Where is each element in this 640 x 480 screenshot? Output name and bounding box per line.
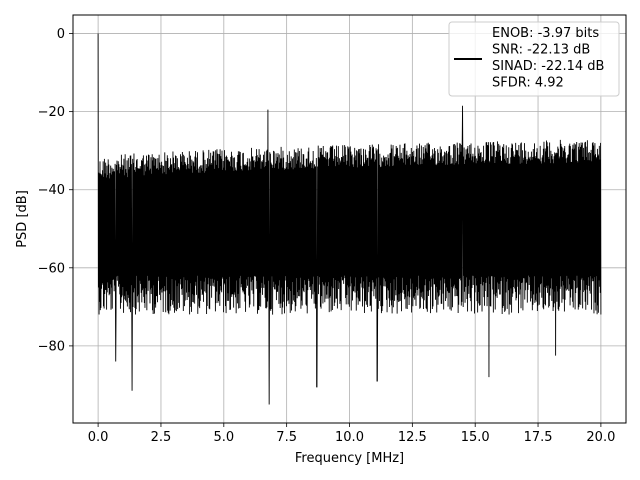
legend-entry-label: ENOB: -3.97 bits SNR: -22.13 dB SINAD: -22…	[492, 26, 604, 91]
x-tick-label: 7.5	[276, 430, 297, 445]
y-tick-label: 0	[57, 27, 65, 42]
legend-line-text: ENOB: -3.97 bits	[492, 26, 599, 41]
y-axis-label: PSD [dB]	[15, 190, 30, 248]
legend-line-text: SNR: -22.13 dB	[492, 43, 590, 58]
legend-line-text: SINAD: -22.14 dB	[492, 59, 604, 74]
legend: ENOB: -3.97 bits SNR: -22.13 dB SINAD: -22…	[448, 21, 620, 97]
x-tick-label: 15.0	[461, 430, 490, 445]
legend-line-text: SFDR: 4.92	[492, 76, 564, 91]
x-tick-label: 10.0	[335, 430, 364, 445]
x-tick-label: 17.5	[524, 430, 553, 445]
x-axis-ticks: 0.0 2.5 5.0 7.5 10.0 12.5 15.0 17.5 20.0	[88, 423, 615, 445]
legend-box	[448, 21, 620, 97]
y-tick-label: −20	[38, 105, 65, 120]
y-axis-ticks: 0 −20 −40 −60 −80	[38, 27, 73, 354]
x-axis-label: Frequency [MHz]	[295, 451, 404, 466]
x-tick-label: 5.0	[213, 430, 234, 445]
x-tick-label: 12.5	[398, 430, 427, 445]
x-tick-label: 20.0	[586, 430, 615, 445]
y-tick-label: −40	[38, 183, 65, 198]
x-tick-label: 2.5	[151, 430, 172, 445]
plot-area	[97, 33, 602, 405]
x-tick-label: 0.0	[88, 430, 109, 445]
y-tick-label: −60	[38, 261, 65, 276]
y-tick-label: −80	[38, 339, 65, 354]
psd-series-line	[97, 33, 602, 405]
